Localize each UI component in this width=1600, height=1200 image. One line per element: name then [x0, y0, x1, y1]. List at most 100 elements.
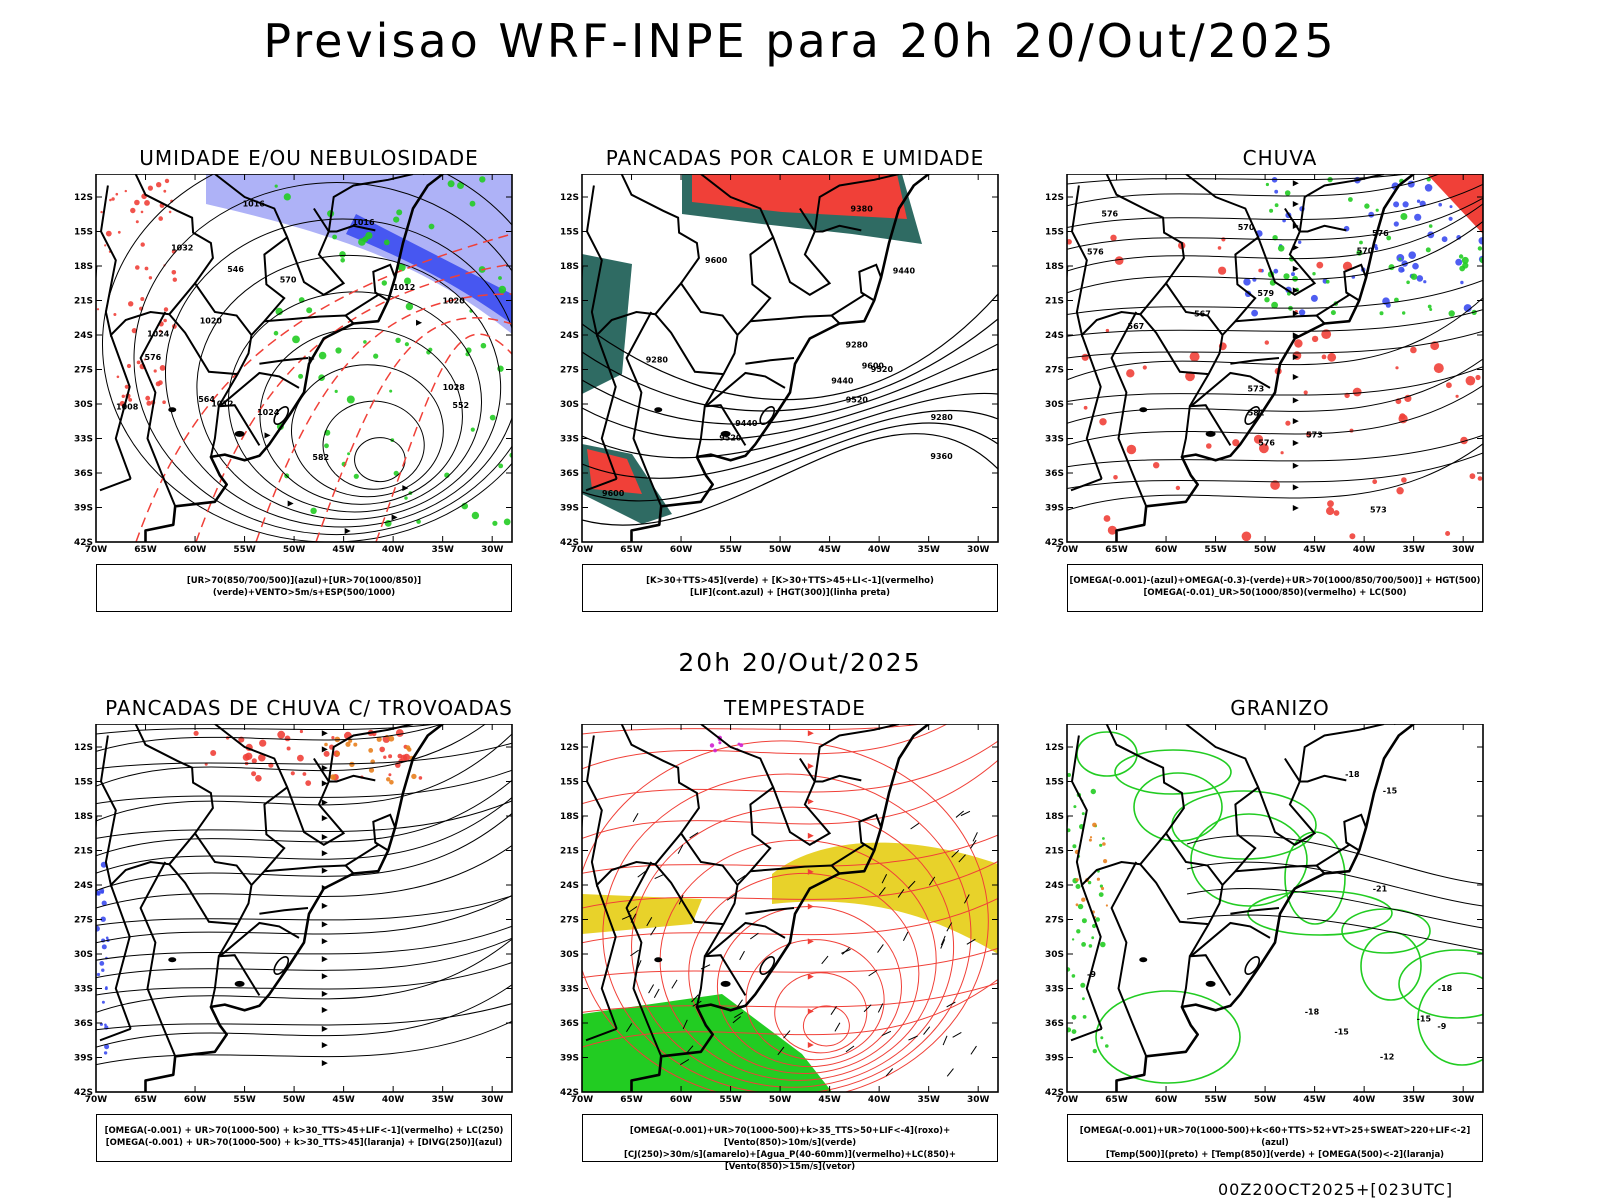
- temp850-cell: [1071, 938, 1075, 941]
- omega-cell-orange: [1075, 878, 1079, 882]
- temp850-cell: [1087, 880, 1092, 885]
- streamline: [1067, 203, 1483, 272]
- lon-tick-label: 40W: [1353, 545, 1376, 555]
- lon-tick-label: 55W: [719, 1095, 742, 1105]
- rain-cell-red: [1217, 246, 1222, 250]
- streamline: [1067, 183, 1483, 228]
- streamline: [165, 218, 512, 528]
- rain-cell-red: [1113, 475, 1118, 480]
- lon-tick-label: 30W: [967, 1095, 990, 1105]
- streamline: [354, 437, 406, 483]
- humidity-cell-red: [147, 185, 153, 191]
- rain-cell-green: [1264, 297, 1270, 303]
- panel-granizo: GRANIZO -9 -12 -15 -18 -15 -18 -21 -15 -18 -9 12S 1…: [1045, 696, 1515, 1176]
- streamline-arrow: [321, 780, 328, 787]
- jet-area-yellow: [772, 842, 998, 954]
- contour-label: 573: [1248, 384, 1265, 393]
- legend-line: [OMEGA(-0.001)+UR>70(1000-500)+k<60+TTS>…: [1079, 1126, 1471, 1148]
- contour-label: 1024: [257, 408, 280, 417]
- lake-outline: [759, 406, 776, 425]
- temp850-cell: [1081, 942, 1086, 947]
- contour-label: 1016: [352, 218, 375, 227]
- contour-label: 9360: [930, 452, 953, 461]
- storm-cell-orange: [407, 747, 412, 752]
- rain-cell-green: [1425, 247, 1431, 253]
- omega-cell-orange: [1089, 836, 1093, 839]
- streamline-arrow: [287, 500, 294, 507]
- lat-tick-label: 24S: [560, 331, 579, 341]
- contour-label: -15: [1334, 1028, 1349, 1037]
- lon-tick-label: 30W: [481, 545, 504, 555]
- lon-tick-label: 45W: [818, 545, 841, 555]
- streamline: [259, 327, 463, 505]
- humidity-cell-green: [397, 263, 406, 272]
- streamline-arrow: [807, 763, 814, 770]
- lon-tick-label: 65W: [134, 1095, 157, 1105]
- temp850-cell: [1100, 1036, 1104, 1040]
- lake-outline: [759, 956, 776, 975]
- border-line: [653, 831, 739, 957]
- rain-cell-red: [1446, 382, 1452, 389]
- lake-fill: [720, 980, 731, 987]
- humidity-cell-green: [365, 231, 373, 240]
- lon-tick-label: 65W: [134, 545, 157, 555]
- streamline: [96, 769, 512, 805]
- omega-cell-orange: [1075, 903, 1079, 907]
- temp850-cell: [1099, 884, 1103, 888]
- temp850-cell: [1092, 1048, 1097, 1054]
- border-line: [209, 954, 261, 1008]
- lat-tick-label: 15S: [74, 778, 93, 788]
- rain-cell-blue: [1393, 221, 1399, 227]
- storm-cell-red: [277, 730, 286, 739]
- storm-cell-red: [193, 730, 199, 736]
- streamline: [582, 740, 989, 1092]
- lat-tick-label: 42S: [560, 1088, 579, 1098]
- rain-cell-red: [1321, 354, 1327, 360]
- lat-tick-label: 24S: [74, 881, 93, 891]
- contour-label: 9520: [846, 396, 869, 405]
- border-line: [219, 921, 300, 958]
- border-line: [139, 311, 177, 507]
- humidity-cell-green: [335, 347, 342, 354]
- humidity-cell-green: [332, 234, 337, 240]
- lon-tick-label: 65W: [620, 545, 643, 555]
- rain-cell-red: [1326, 506, 1335, 516]
- wind-vector: [626, 1023, 633, 1033]
- lat-tick-label: 18S: [74, 812, 93, 822]
- border-line: [259, 357, 309, 365]
- border-line: [1105, 724, 1185, 834]
- contour-label: -9: [1087, 970, 1096, 979]
- lake-outline: [1244, 956, 1261, 975]
- border-line: [1221, 236, 1259, 336]
- streamline: [631, 806, 955, 1088]
- lake-outline: [1244, 406, 1261, 425]
- storm-cell-purple: [737, 742, 741, 746]
- border-line: [695, 404, 747, 458]
- data-layer: [96, 724, 512, 1067]
- map-geography: [582, 724, 930, 1092]
- rain-cell-red: [1477, 476, 1483, 481]
- humidity-cell-green: [396, 209, 403, 216]
- contour-label: 9440: [735, 419, 758, 428]
- border-line: [372, 263, 397, 302]
- streamline-arrow: [1292, 201, 1299, 208]
- lon-tick-label: 50W: [1254, 545, 1277, 555]
- lat-tick-label: 33S: [1045, 435, 1064, 445]
- streamline: [582, 759, 998, 839]
- coastline: [1115, 174, 1415, 542]
- border-line: [813, 724, 900, 783]
- coastline: [630, 174, 930, 542]
- humidity-cell-green: [324, 443, 329, 449]
- storm-cell-red: [305, 780, 312, 786]
- panel-title: UMIDADE E/OU NEBULOSIDADE: [139, 146, 479, 170]
- contour-label: 1028: [443, 383, 466, 392]
- height-contour: [582, 368, 998, 441]
- streamline: [1067, 434, 1483, 468]
- humidity-cell-green: [383, 239, 390, 246]
- streamline: [582, 724, 927, 735]
- storm-cell-red: [299, 729, 303, 734]
- divergence-blue: [96, 972, 101, 977]
- border-line: [1105, 174, 1185, 284]
- border-line: [327, 724, 414, 783]
